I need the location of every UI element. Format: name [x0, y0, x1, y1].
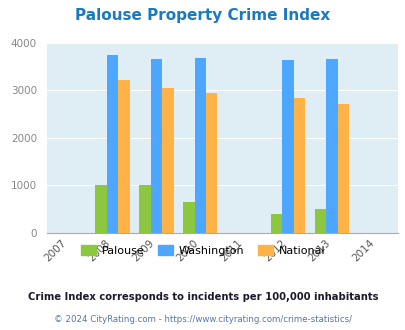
Text: Crime Index corresponds to incidents per 100,000 inhabitants: Crime Index corresponds to incidents per…: [28, 292, 377, 302]
Bar: [139, 185, 150, 233]
Bar: [95, 185, 107, 233]
Bar: [162, 88, 173, 233]
Bar: [183, 202, 194, 233]
Bar: [118, 81, 129, 233]
Bar: [194, 58, 205, 233]
Bar: [282, 60, 293, 233]
Bar: [271, 214, 282, 233]
Bar: [205, 93, 217, 233]
Bar: [326, 58, 337, 233]
Bar: [150, 59, 162, 233]
Legend: Palouse, Washington, National: Palouse, Washington, National: [76, 241, 329, 260]
Bar: [337, 104, 348, 233]
Bar: [107, 55, 118, 233]
Text: Palouse Property Crime Index: Palouse Property Crime Index: [75, 8, 330, 23]
Bar: [293, 98, 305, 233]
Bar: [314, 209, 326, 233]
Text: © 2024 CityRating.com - https://www.cityrating.com/crime-statistics/: © 2024 CityRating.com - https://www.city…: [54, 315, 351, 324]
